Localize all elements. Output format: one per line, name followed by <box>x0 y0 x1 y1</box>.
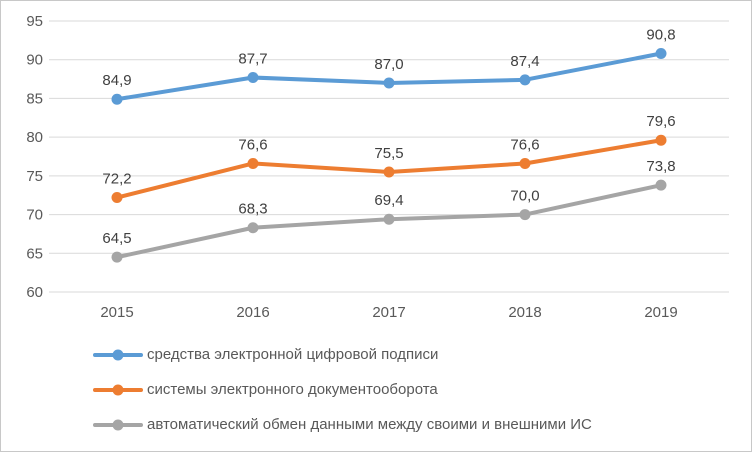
data-label: 87,4 <box>510 53 539 70</box>
y-tick-label: 70 <box>26 207 43 224</box>
y-tick-label: 85 <box>26 90 43 107</box>
data-label: 73,8 <box>646 158 675 175</box>
y-tick-label: 80 <box>26 129 43 146</box>
data-label: 90,8 <box>646 27 675 44</box>
data-point <box>655 48 667 60</box>
x-tick-label: 2019 <box>644 304 677 321</box>
data-label: 72,2 <box>102 171 131 188</box>
data-point <box>111 93 123 105</box>
legend-label: системы электронного документооборота <box>147 381 438 398</box>
y-tick-label: 75 <box>26 168 43 185</box>
data-point <box>247 222 259 234</box>
data-label: 69,4 <box>374 192 403 209</box>
data-point <box>655 134 667 146</box>
data-label: 79,6 <box>646 113 675 130</box>
legend-item: средства электронной цифровой подписи <box>93 337 592 372</box>
x-tick-label: 2015 <box>100 304 133 321</box>
data-label: 84,9 <box>102 72 131 89</box>
x-tick-label: 2018 <box>508 304 541 321</box>
data-point <box>383 213 395 225</box>
data-point <box>519 74 531 86</box>
data-point <box>247 157 259 169</box>
data-label: 68,3 <box>238 201 267 218</box>
data-point <box>247 72 259 84</box>
data-label: 70,0 <box>510 188 539 205</box>
y-tick-label: 65 <box>26 245 43 262</box>
data-label: 87,7 <box>238 51 267 68</box>
chart-legend: средства электронной цифровой подписи си… <box>93 337 592 442</box>
data-point <box>111 192 123 204</box>
legend-label: автоматический обмен данными между своим… <box>147 416 592 433</box>
legend-line-marker-icon <box>93 419 143 430</box>
y-tick-label: 60 <box>26 284 43 301</box>
x-tick-label: 2016 <box>236 304 269 321</box>
plot-area: 95 90 85 80 75 70 65 60 2015 2016 2017 2018 2019 84,9… <box>26 13 729 321</box>
data-point <box>111 251 123 263</box>
y-tick-label: 95 <box>26 13 43 30</box>
y-tick-label: 90 <box>26 52 43 69</box>
data-label: 76,6 <box>510 136 539 153</box>
legend-item: системы электронного документооборота <box>93 372 592 407</box>
x-tick-label: 2017 <box>372 304 405 321</box>
legend-item: автоматический обмен данными между своим… <box>93 407 592 442</box>
data-point <box>383 77 395 89</box>
legend-line-marker-icon <box>93 349 143 360</box>
data-point <box>519 157 531 169</box>
data-point <box>383 166 395 178</box>
legend-line-marker-icon <box>93 384 143 395</box>
data-label: 75,5 <box>374 145 403 162</box>
data-label: 87,0 <box>374 56 403 73</box>
data-label: 76,6 <box>238 136 267 153</box>
data-point <box>655 179 667 191</box>
data-point <box>519 209 531 221</box>
legend-label: средства электронной цифровой подписи <box>147 346 439 363</box>
data-label: 64,5 <box>102 230 131 247</box>
